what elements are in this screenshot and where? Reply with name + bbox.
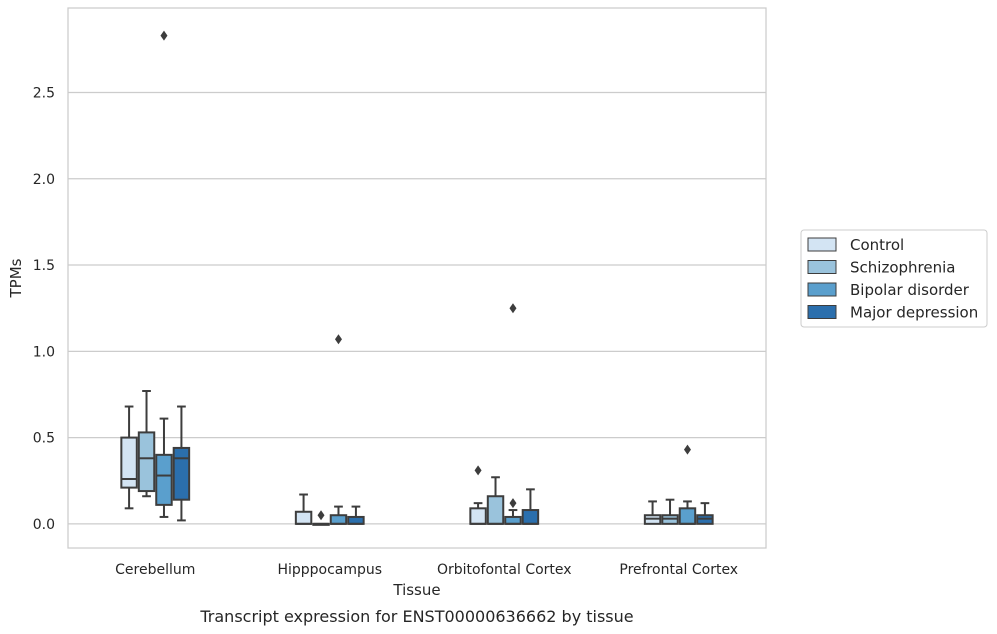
legend-label: Bipolar disorder — [850, 281, 970, 299]
y-tick-label: 2.5 — [33, 86, 55, 102]
outlier-point — [160, 30, 168, 41]
box — [347, 505, 365, 525]
y-tick-label: 2.0 — [33, 172, 55, 188]
outlier-point — [474, 465, 482, 476]
legend-swatch — [807, 305, 837, 319]
box — [469, 465, 487, 525]
legend: Control Schizophrenia Bipolar disorder Majo… — [800, 229, 988, 328]
legend-label: Major depression — [850, 304, 978, 322]
box-body — [521, 509, 540, 525]
box — [172, 405, 191, 522]
box-body — [678, 507, 697, 525]
x-axis-label: Tissue — [392, 581, 440, 599]
x-tick-label: Cerebellum — [115, 562, 195, 578]
legend-swatch — [807, 282, 837, 297]
legend-swatch — [807, 237, 837, 252]
x-tick-label: Orbitofontal Cortex — [437, 562, 572, 578]
box-body — [469, 507, 487, 525]
box-groups — [120, 30, 714, 526]
y-tick-label: 1.0 — [33, 344, 55, 360]
box — [643, 500, 662, 525]
box-body — [172, 446, 191, 501]
box — [137, 390, 156, 498]
y-tick-label: 0.5 — [33, 431, 55, 447]
box — [120, 405, 138, 510]
box — [294, 493, 313, 525]
box-body — [120, 436, 138, 489]
box — [661, 498, 679, 525]
box-body — [329, 514, 348, 525]
box-body — [137, 431, 156, 493]
box-body — [347, 515, 365, 525]
box — [504, 303, 522, 525]
outlier-point — [317, 510, 325, 521]
chart-caption: Transcript expression for ENST0000063666… — [199, 607, 633, 626]
legend-label: Schizophrenia — [850, 259, 955, 277]
box — [678, 444, 697, 525]
legend-frame — [800, 229, 988, 328]
box — [696, 502, 714, 525]
box — [521, 488, 540, 525]
legend-swatch — [807, 260, 837, 274]
outlier-point — [683, 444, 691, 455]
box — [312, 510, 330, 526]
outlier-point — [334, 334, 342, 345]
y-tick-labels: 0.0 0.5 1.0 1.5 2.0 2.5 — [33, 86, 55, 533]
x-tick-label: Hipppocampus — [277, 562, 382, 578]
y-tick-label: 0.0 — [33, 517, 55, 533]
plot-frame — [67, 7, 767, 549]
box — [486, 476, 505, 525]
x-tick-labels: Cerebellum Hipppocampus Orbitofontal Corte… — [115, 562, 738, 578]
outlier-point — [509, 498, 517, 509]
y-axis-label: TPMs — [7, 258, 25, 298]
legend-label: Control — [850, 236, 904, 254]
box-body — [155, 453, 173, 506]
box — [329, 334, 348, 525]
box-body — [504, 515, 522, 525]
x-tick-label: Prefrontal Cortex — [619, 562, 738, 578]
box — [155, 30, 173, 518]
box-body — [294, 510, 313, 525]
box-body — [486, 495, 505, 525]
outlier-point — [509, 303, 517, 314]
y-tick-label: 1.5 — [33, 258, 55, 274]
